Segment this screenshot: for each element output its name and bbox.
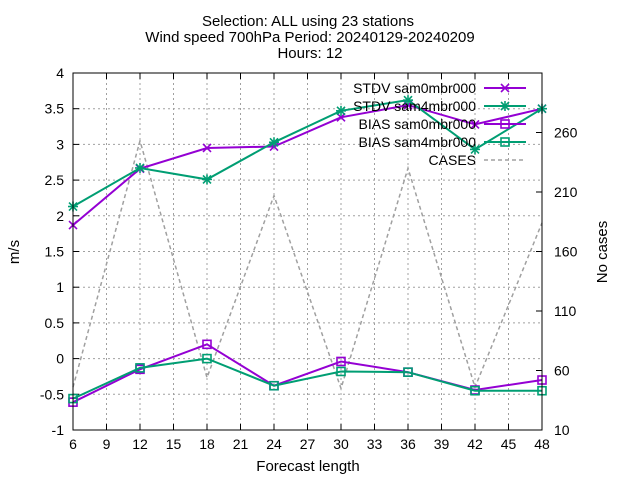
data-point (202, 174, 212, 185)
x-tick-label: 12 (132, 436, 148, 452)
legend-label: BIAS sam0mbr000 (359, 116, 477, 132)
gridlines (73, 73, 542, 430)
data-point (269, 380, 279, 391)
series-layer (68, 95, 547, 407)
data-point (403, 95, 413, 106)
legend-label: STDV sam4mbr000 (353, 98, 476, 114)
y-tick-label: 3.5 (45, 101, 65, 117)
y2-tick-label: 60 (554, 363, 570, 379)
data-point (336, 356, 346, 367)
legend-entry: BIAS sam0mbr000 (359, 116, 526, 132)
y-axis-ticks: -1 -0.5 0 0.5 1 1.5 2 2.5 3 3.5 4 (40, 65, 79, 438)
series-line (72, 104, 543, 226)
chart-title-line-3: Hours: 12 (277, 45, 342, 62)
y-tick-label: -1 (52, 422, 65, 438)
legend-entry: CASES (429, 152, 526, 168)
x-tick-label: 39 (434, 436, 450, 452)
series-line (72, 357, 542, 400)
x-tick-label: 6 (69, 436, 77, 452)
x-tick-label: 27 (300, 436, 316, 452)
data-point (135, 363, 145, 373)
y2-tick-label: 110 (554, 303, 577, 319)
data-point (403, 367, 413, 377)
y2-tick-label: 160 (554, 244, 578, 260)
data-point (135, 162, 145, 173)
x-tick-label: 30 (333, 436, 349, 452)
y2-tick-label: 10 (554, 422, 570, 438)
series-line (72, 99, 543, 208)
y-tick-label: 2 (56, 208, 64, 224)
plot-frame (72, 72, 543, 431)
y2-axis-ticks: 10 60 110 160 210 260 (536, 125, 578, 438)
x-tick-label: 15 (166, 436, 182, 452)
legend-marker (500, 101, 510, 111)
y2-axis-label: No cases (594, 221, 611, 284)
data-point (269, 137, 279, 148)
x-tick-label: 45 (501, 436, 517, 452)
x-tick-label: 18 (199, 436, 215, 452)
data-point (202, 339, 212, 350)
x-axis-ticks: 6 9 12 15 18 21 24 27 30 33 36 39 42 45 48 (69, 73, 550, 452)
series-2 (68, 339, 547, 407)
x-tick-label: 36 (400, 436, 416, 452)
data-point (336, 105, 346, 116)
data-point (202, 353, 212, 364)
x-tick-label: 42 (467, 436, 483, 452)
legend-label: BIAS sam4mbr000 (359, 134, 477, 150)
legend-marker (500, 119, 510, 129)
legend-entry: STDV sam4mbr000 (353, 98, 526, 114)
legend-entry: BIAS sam4mbr000 (359, 134, 526, 150)
y-tick-label: -0.5 (40, 386, 64, 402)
chart-title: Selection: ALL using 23 stations Wind sp… (145, 13, 474, 62)
legend: STDV sam0mbr000 STDV sam4mbr000 BIAS sam0m… (353, 80, 526, 168)
y-tick-label: 4 (56, 65, 64, 81)
x-tick-label: 24 (266, 436, 282, 452)
chart-title-line-1: Selection: ALL using 23 stations (202, 13, 414, 30)
y-axis-label: m/s (6, 240, 23, 264)
y-tick-label: 2.5 (45, 172, 65, 188)
legend-marker (500, 137, 510, 147)
y2-tick-label: 260 (554, 125, 578, 141)
y-tick-label: 1 (56, 279, 64, 295)
x-tick-label: 48 (534, 436, 550, 452)
data-point (336, 366, 346, 377)
y-tick-label: 0 (56, 351, 64, 367)
y-tick-label: 1.5 (45, 244, 65, 260)
legend-entry: STDV sam0mbr000 (353, 80, 526, 96)
chart-title-line-2: Wind speed 700hPa Period: 20240129-20240… (145, 29, 474, 46)
x-tick-label: 9 (103, 436, 111, 452)
x-tick-label: 33 (367, 436, 383, 452)
x-axis-label: Forecast length (256, 458, 359, 475)
x-tick-label: 21 (233, 436, 249, 452)
series-3 (68, 353, 547, 404)
data-point (470, 119, 480, 129)
y-tick-label: 0.5 (45, 315, 65, 331)
series-4 (72, 137, 543, 391)
series-line (72, 137, 543, 391)
data-point (202, 143, 212, 153)
legend-label: STDV sam0mbr000 (353, 80, 476, 96)
legend-marker (500, 83, 510, 93)
legend-label: CASES (429, 152, 476, 168)
data-point (470, 144, 480, 155)
y-tick-label: 3 (56, 136, 64, 152)
data-point (470, 385, 480, 396)
y2-tick-label: 210 (554, 184, 578, 200)
